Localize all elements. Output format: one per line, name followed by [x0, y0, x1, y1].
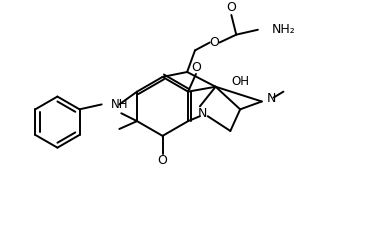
- Text: N: N: [198, 107, 207, 120]
- Text: N: N: [267, 92, 276, 105]
- Text: O: O: [191, 60, 201, 74]
- Text: NH₂: NH₂: [272, 23, 295, 36]
- Text: O: O: [210, 36, 219, 49]
- Text: NH: NH: [110, 98, 128, 111]
- Text: O: O: [158, 154, 168, 167]
- Text: O: O: [226, 1, 236, 14]
- Text: OH: OH: [231, 75, 249, 88]
